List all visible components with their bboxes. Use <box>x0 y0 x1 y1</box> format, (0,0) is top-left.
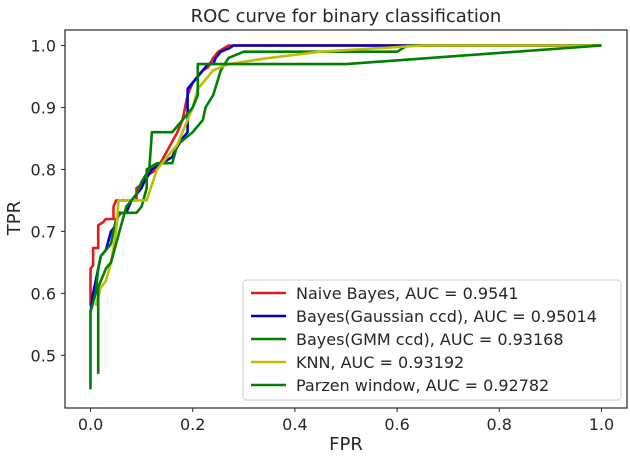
y-tick-label: 0.6 <box>31 284 56 303</box>
x-tick-label: 1.0 <box>589 415 614 434</box>
legend: Naive Bayes, AUC = 0.9541 Bayes(Gaussian … <box>242 279 622 401</box>
x-tick-label: 0.8 <box>487 415 512 434</box>
y-tick-label: 1.0 <box>31 36 56 55</box>
x-tick-label: 0.2 <box>180 415 205 434</box>
legend-label: Naive Bayes, AUC = 0.9541 <box>296 284 519 303</box>
y-tick-label: 0.9 <box>31 98 56 117</box>
x-tick-label: 0.6 <box>384 415 409 434</box>
y-axis-ticks: 0.5 0.6 0.7 0.8 0.9 1.0 <box>31 36 65 365</box>
x-axis-ticks: 0.0 0.2 0.4 0.6 0.8 1.0 <box>78 408 614 434</box>
series-line-5 <box>96 44 602 374</box>
series-line-4 <box>94 44 602 307</box>
series-line-3 <box>89 44 602 390</box>
legend-label: KNN, AUC = 0.93192 <box>296 353 464 372</box>
x-tick-label: 0.4 <box>282 415 307 434</box>
legend-box <box>242 279 622 401</box>
legend-label: Parzen window, AUC = 0.92782 <box>296 376 549 395</box>
legend-label: Bayes(Gaussian ccd), AUC = 0.95014 <box>296 307 597 326</box>
x-tick-label: 0.0 <box>78 415 103 434</box>
y-axis-label: TPR <box>4 201 25 236</box>
y-tick-label: 0.5 <box>31 346 56 365</box>
y-tick-label: 0.8 <box>31 160 56 179</box>
chart-title: ROC curve for binary classification <box>191 6 502 27</box>
legend-label: Bayes(GMM ccd), AUC = 0.93168 <box>296 330 564 349</box>
x-axis-label: FPR <box>329 434 363 455</box>
y-tick-label: 0.7 <box>31 222 56 241</box>
